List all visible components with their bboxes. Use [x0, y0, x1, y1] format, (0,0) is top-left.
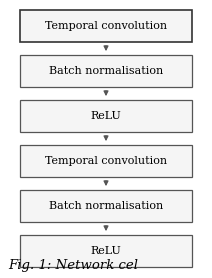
FancyBboxPatch shape — [20, 145, 192, 177]
FancyBboxPatch shape — [20, 55, 192, 87]
Text: Temporal convolution: Temporal convolution — [45, 156, 167, 166]
FancyBboxPatch shape — [20, 10, 192, 42]
Text: ReLU: ReLU — [91, 246, 121, 256]
FancyBboxPatch shape — [20, 100, 192, 132]
Text: Batch normalisation: Batch normalisation — [49, 201, 163, 211]
Text: Temporal convolution: Temporal convolution — [45, 21, 167, 31]
FancyBboxPatch shape — [20, 190, 192, 222]
Text: Fig. 1: Network cel: Fig. 1: Network cel — [8, 259, 138, 272]
Text: Batch normalisation: Batch normalisation — [49, 66, 163, 76]
FancyBboxPatch shape — [20, 235, 192, 267]
Text: ReLU: ReLU — [91, 111, 121, 121]
